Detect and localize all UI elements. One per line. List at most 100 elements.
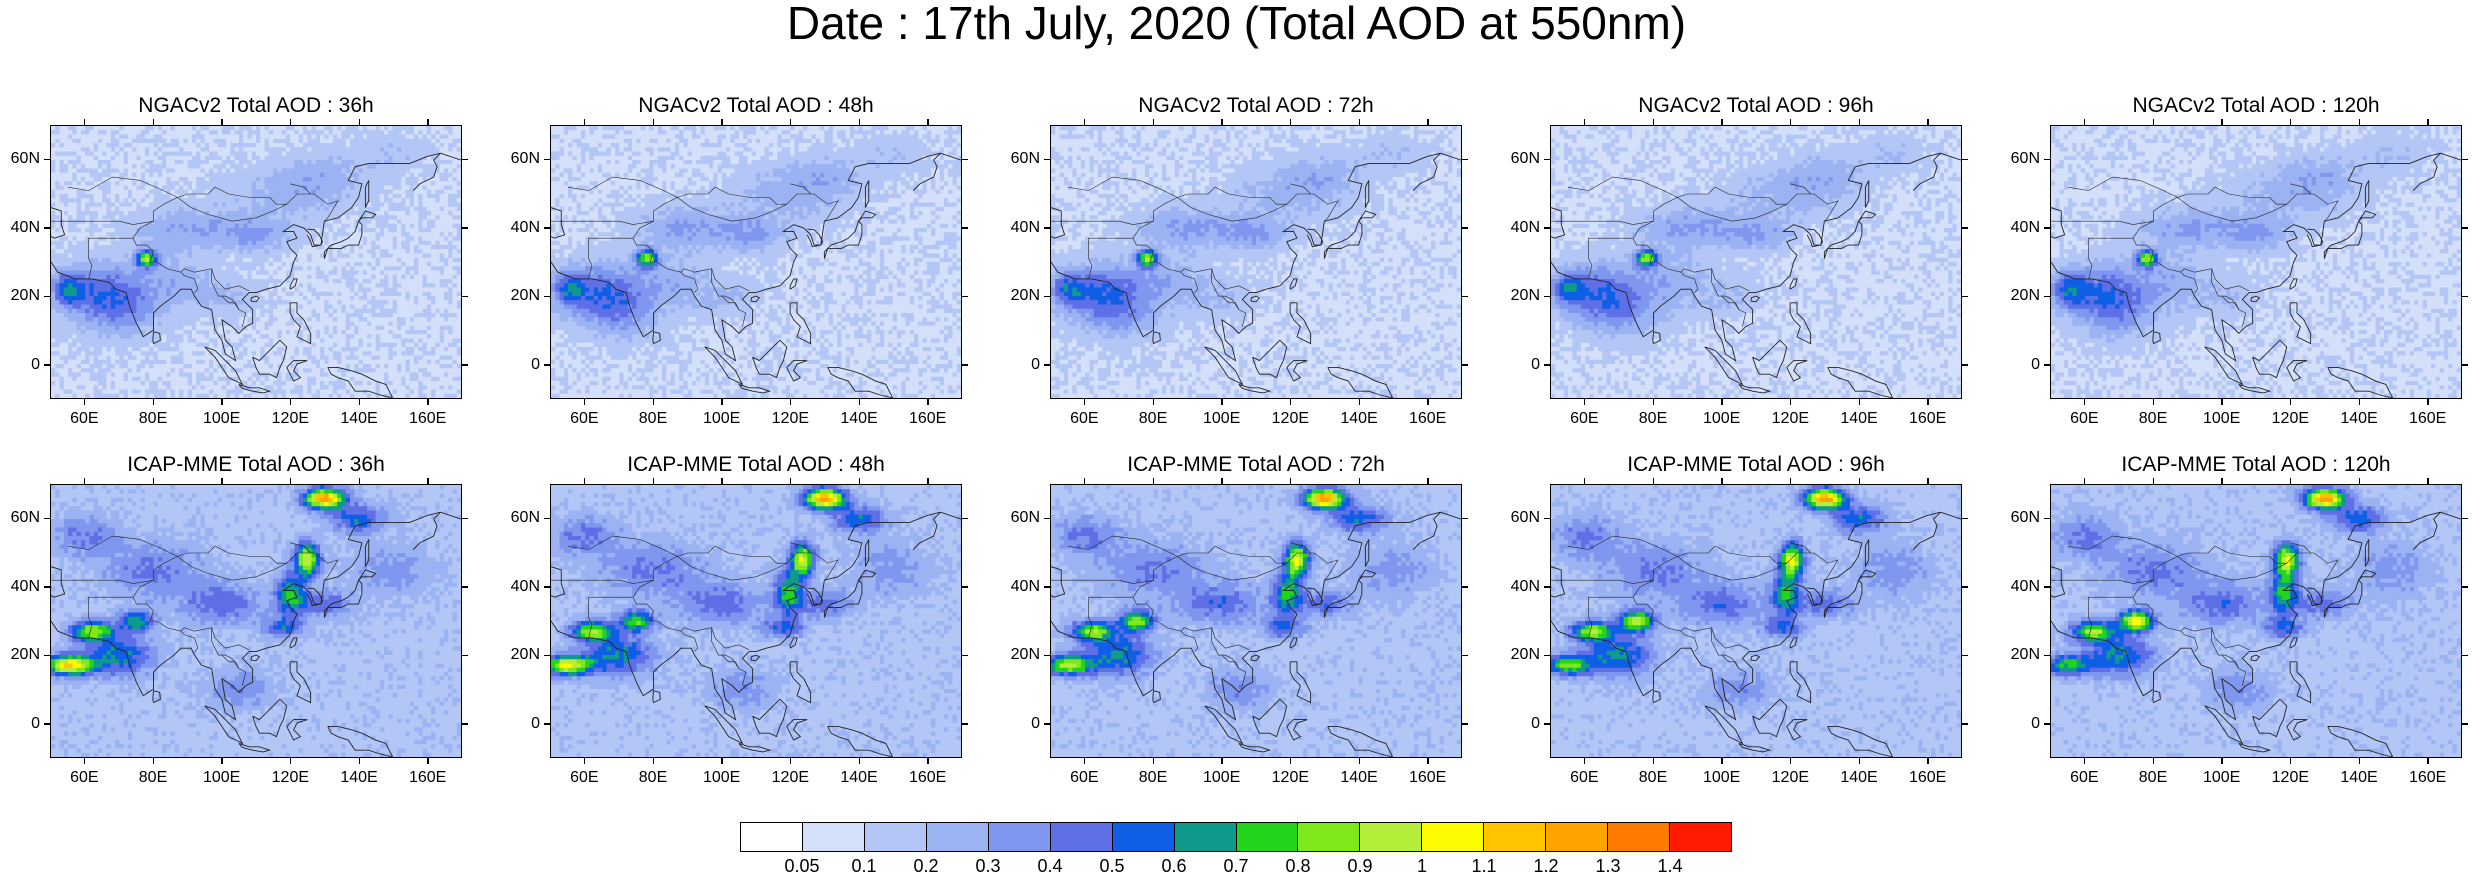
lat-tick	[1962, 227, 1968, 229]
lat-tick	[462, 159, 468, 161]
lat-label: 60N	[0, 151, 40, 167]
lat-tick	[544, 586, 550, 588]
lat-label: 40N	[1000, 579, 1040, 595]
lon-label: 140E	[834, 770, 884, 786]
lat-tick	[1544, 227, 1550, 229]
lon-tick	[2359, 478, 2361, 484]
lon-tick	[290, 399, 292, 405]
lon-tick	[653, 119, 655, 125]
lon-tick	[1859, 399, 1861, 405]
lat-tick	[1044, 655, 1050, 657]
colorbar-swatch	[1484, 823, 1546, 851]
lat-tick	[462, 586, 468, 588]
lon-tick	[359, 119, 361, 125]
lon-tick	[653, 758, 655, 764]
colorbar-label: 1.2	[1521, 857, 1571, 875]
lon-tick	[1721, 119, 1723, 125]
lat-tick	[1544, 296, 1550, 298]
lon-label: 100E	[1197, 770, 1247, 786]
lon-tick	[1790, 399, 1792, 405]
lon-tick	[859, 399, 861, 405]
lon-tick	[221, 478, 223, 484]
aod-field	[2051, 126, 2461, 398]
lon-tick	[2221, 478, 2223, 484]
lat-tick	[44, 227, 50, 229]
lon-tick	[1790, 758, 1792, 764]
lon-tick	[221, 758, 223, 764]
lat-tick	[462, 518, 468, 520]
lon-label: 120E	[1765, 411, 1815, 427]
lat-tick	[2462, 723, 2468, 725]
lon-tick	[2290, 119, 2292, 125]
lon-tick	[1721, 758, 1723, 764]
lat-tick	[1462, 518, 1468, 520]
lon-label: 60E	[559, 411, 609, 427]
lon-label: 160E	[2403, 770, 2453, 786]
lat-label: 0	[0, 357, 40, 373]
lon-label: 80E	[628, 411, 678, 427]
lon-tick	[1084, 478, 1086, 484]
lon-label: 160E	[1903, 411, 1953, 427]
lon-tick	[1584, 399, 1586, 405]
aod-field	[1551, 485, 1961, 757]
lon-tick	[859, 119, 861, 125]
lon-label: 60E	[1559, 770, 1609, 786]
lat-tick	[2462, 518, 2468, 520]
lon-tick	[584, 478, 586, 484]
lat-tick	[1462, 296, 1468, 298]
lat-label: 20N	[1000, 288, 1040, 304]
lat-tick	[1462, 723, 1468, 725]
lon-label: 140E	[1834, 411, 1884, 427]
lat-label: 20N	[1000, 647, 1040, 663]
lon-label: 140E	[334, 411, 384, 427]
lat-tick	[544, 364, 550, 366]
lat-tick	[1044, 296, 1050, 298]
lon-tick	[1584, 478, 1586, 484]
lon-tick	[1790, 119, 1792, 125]
lat-label: 0	[500, 357, 540, 373]
lat-label: 40N	[0, 220, 40, 236]
lon-tick	[927, 399, 929, 405]
lat-tick	[462, 364, 468, 366]
lon-label: 60E	[559, 770, 609, 786]
lat-label: 40N	[1500, 579, 1540, 595]
lon-tick	[1721, 478, 1723, 484]
lon-tick	[1221, 119, 1223, 125]
lon-tick	[2221, 758, 2223, 764]
aod-map-ngac	[1050, 125, 1462, 399]
colorbar-label: 0.5	[1087, 857, 1137, 875]
aod-map-ngac	[1550, 125, 1962, 399]
aod-map-ngac	[2050, 125, 2462, 399]
lon-tick	[1084, 758, 1086, 764]
lat-tick	[962, 227, 968, 229]
lon-tick	[1084, 119, 1086, 125]
lon-tick	[2084, 758, 2086, 764]
lat-label: 20N	[1500, 288, 1540, 304]
lon-label: 100E	[697, 411, 747, 427]
lat-tick	[1962, 586, 1968, 588]
lon-tick	[927, 119, 929, 125]
lat-label: 60N	[0, 510, 40, 526]
lat-tick	[1462, 655, 1468, 657]
panel-title: ICAP-MME Total AOD : 48h	[546, 454, 966, 476]
lon-tick	[1927, 399, 1929, 405]
lon-label: 60E	[1559, 411, 1609, 427]
lon-tick	[721, 399, 723, 405]
panel-title: ICAP-MME Total AOD : 36h	[46, 454, 466, 476]
lat-label: 20N	[500, 288, 540, 304]
lon-label: 100E	[1197, 411, 1247, 427]
lat-label: 20N	[2000, 288, 2040, 304]
lon-tick	[2221, 119, 2223, 125]
lat-tick	[1544, 364, 1550, 366]
lon-tick	[1153, 119, 1155, 125]
lon-label: 60E	[1059, 411, 1109, 427]
lat-tick	[1962, 296, 1968, 298]
lat-tick	[462, 655, 468, 657]
lon-tick	[1927, 758, 1929, 764]
lat-label: 40N	[2000, 220, 2040, 236]
lat-tick	[1044, 227, 1050, 229]
lon-tick	[427, 119, 429, 125]
lon-tick	[1153, 758, 1155, 764]
lon-tick	[1359, 758, 1361, 764]
lat-label: 20N	[0, 647, 40, 663]
